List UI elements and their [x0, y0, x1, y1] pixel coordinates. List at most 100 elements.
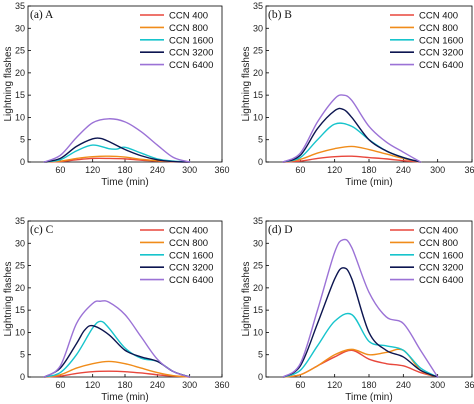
plot-area — [27, 5, 223, 163]
x-axis-label: Time (min) — [101, 177, 148, 188]
x-tick-label: 120 — [85, 165, 100, 175]
legend-label: CCN 800 — [169, 238, 208, 249]
x-axis-label: Time (min) — [101, 392, 148, 403]
series-line-ccn-800 — [43, 360, 191, 378]
legend-label: CCN 800 — [169, 23, 208, 34]
x-tick-label: 240 — [150, 165, 165, 175]
x-tick-label: 60 — [55, 380, 65, 390]
y-tick-label: 25 — [253, 261, 263, 271]
series-line-ccn-3200 — [43, 137, 191, 163]
x-tick-label: 360 — [214, 380, 229, 390]
x-tick-label: 300 — [430, 380, 445, 390]
y-tick-label: 15 — [15, 305, 25, 315]
legend-label: CCN 400 — [169, 226, 208, 237]
x-tick-label: 120 — [327, 165, 342, 175]
y-tick-label: 30 — [15, 238, 25, 248]
y-tick-label: 20 — [253, 68, 263, 78]
y-tick-label: 35 — [15, 1, 25, 11]
y-tick-label: 15 — [15, 90, 25, 100]
y-axis-label: Lightning flashes — [241, 261, 252, 336]
panel-title: (a) A — [30, 9, 54, 21]
y-tick-label: 10 — [15, 112, 25, 122]
y-axis-label: Lightning flashes — [3, 46, 14, 121]
y-tick-label: 10 — [253, 112, 263, 122]
legend-label: CCN 400 — [419, 226, 458, 237]
series-line-ccn-6400 — [43, 300, 191, 378]
y-tick-label: 20 — [15, 283, 25, 293]
y-tick-label: 0 — [258, 372, 263, 382]
legend-label: CCN 1600 — [169, 35, 213, 46]
y-tick-label: 30 — [253, 23, 263, 33]
legend-label: CCN 400 — [419, 11, 458, 22]
x-tick-label: 360 — [214, 165, 229, 175]
y-tick-label: 10 — [253, 327, 263, 337]
y-tick-label: 0 — [20, 372, 25, 382]
y-tick-label: 5 — [20, 350, 25, 360]
chart-panel-1: 0 5 10 15 20 25 30 35 60 120 180 240 300 360 Time (min… — [3, 1, 230, 188]
legend-label: CCN 1600 — [419, 35, 463, 46]
legend-label: CCN 3200 — [419, 48, 463, 59]
x-tick-label: 300 — [430, 165, 445, 175]
y-tick-label: 0 — [258, 157, 263, 167]
chart-panel-2: 0 5 10 15 20 25 30 35 60 120 180 240 300 360 Time (min… — [241, 1, 474, 188]
x-tick-label: 60 — [55, 165, 65, 175]
y-tick-label: 25 — [15, 261, 25, 271]
y-tick-label: 35 — [15, 216, 25, 226]
legend-label: CCN 6400 — [169, 275, 213, 286]
x-tick-label: 300 — [182, 380, 197, 390]
x-axis-label: Time (min) — [345, 177, 392, 188]
series-line-ccn-400 — [43, 370, 191, 378]
legend-label: CCN 3200 — [169, 263, 213, 274]
panel-title: (c) C — [30, 224, 54, 236]
legend-label: CCN 6400 — [419, 275, 463, 286]
x-tick-label: 180 — [361, 165, 376, 175]
series-line-ccn-6400 — [282, 238, 439, 378]
x-tick-label: 240 — [150, 380, 165, 390]
y-tick-label: 15 — [253, 90, 263, 100]
x-tick-label: 180 — [361, 380, 376, 390]
series-line-ccn-3200 — [282, 267, 439, 378]
legend-label: CCN 1600 — [419, 250, 463, 261]
chart-panel-3: 0 5 10 15 20 25 30 35 60 120 180 240 300 360 Time (min… — [3, 216, 230, 403]
plot-area — [265, 5, 473, 163]
series-line-ccn-400 — [282, 155, 422, 163]
x-tick-label: 180 — [117, 380, 132, 390]
x-tick-label: 60 — [295, 165, 305, 175]
y-axis-label: Lightning flashes — [3, 261, 14, 336]
legend-label: CCN 1600 — [169, 250, 213, 261]
x-tick-label: 360 — [464, 380, 474, 390]
x-tick-label: 240 — [396, 380, 411, 390]
x-tick-label: 240 — [396, 165, 411, 175]
y-tick-label: 25 — [15, 46, 25, 56]
y-tick-label: 30 — [15, 23, 25, 33]
y-tick-label: 0 — [20, 157, 25, 167]
y-tick-label: 20 — [15, 68, 25, 78]
series-line-ccn-1600 — [282, 312, 439, 378]
y-axis-label: Lightning flashes — [241, 46, 252, 121]
x-tick-label: 360 — [464, 165, 474, 175]
x-tick-label: 180 — [117, 165, 132, 175]
x-tick-label: 120 — [85, 380, 100, 390]
panel-title: (d) D — [268, 224, 293, 236]
legend-label: CCN 400 — [169, 11, 208, 22]
chart-panel-4: 0 5 10 15 20 25 30 35 60 120 180 240 300 360 Time (min… — [241, 216, 474, 403]
legend-label: CCN 3200 — [169, 48, 213, 59]
y-tick-label: 5 — [20, 135, 25, 145]
y-tick-label: 5 — [258, 135, 263, 145]
y-tick-label: 10 — [15, 327, 25, 337]
plot-area — [265, 220, 473, 378]
x-axis-label: Time (min) — [345, 392, 392, 403]
panel-title: (b) B — [268, 9, 292, 21]
y-tick-label: 35 — [253, 216, 263, 226]
x-tick-label: 120 — [327, 380, 342, 390]
legend-label: CCN 6400 — [169, 60, 213, 71]
y-tick-label: 25 — [253, 46, 263, 56]
x-tick-label: 60 — [295, 380, 305, 390]
y-tick-label: 5 — [258, 350, 263, 360]
y-tick-label: 30 — [253, 238, 263, 248]
